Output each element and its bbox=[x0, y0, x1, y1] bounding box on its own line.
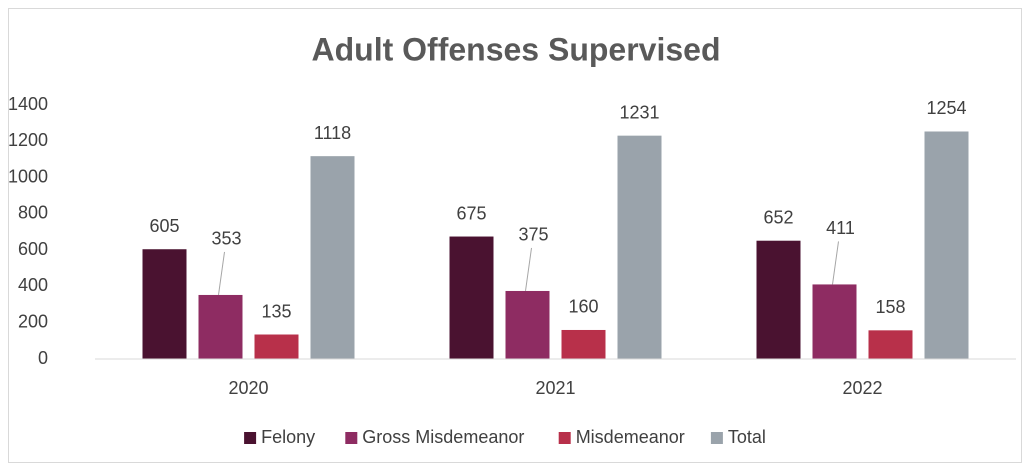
chart-frame bbox=[8, 8, 1022, 463]
data-label: 411 bbox=[826, 218, 855, 238]
legend-swatch bbox=[558, 432, 571, 444]
leader-line bbox=[218, 251, 225, 296]
bar bbox=[617, 135, 662, 359]
data-label: 1118 bbox=[314, 123, 351, 143]
y-tick-label: 400 bbox=[18, 275, 48, 295]
legend-label: Total bbox=[728, 427, 766, 447]
bar bbox=[924, 131, 969, 359]
bar bbox=[561, 329, 606, 359]
leader-line bbox=[525, 247, 532, 292]
legend-label: Gross Misdemeanor bbox=[362, 427, 524, 447]
bar bbox=[756, 240, 801, 359]
legend-label: Misdemeanor bbox=[576, 427, 685, 447]
bar bbox=[449, 236, 494, 359]
data-label: 375 bbox=[518, 225, 548, 245]
x-tick-label: 2021 bbox=[535, 378, 575, 398]
x-tick-label: 2022 bbox=[842, 378, 882, 398]
bar bbox=[868, 330, 913, 359]
data-label: 160 bbox=[568, 297, 598, 317]
legend-swatch bbox=[345, 432, 358, 444]
y-tick-label: 200 bbox=[18, 311, 48, 331]
data-label: 135 bbox=[261, 301, 291, 321]
legend-label: Felony bbox=[261, 427, 315, 447]
data-label: 353 bbox=[211, 229, 241, 249]
y-tick-label: 1200 bbox=[8, 130, 48, 150]
bar bbox=[310, 156, 355, 359]
leader-line bbox=[832, 241, 839, 285]
chart-title: Adult Offenses Supervised bbox=[312, 31, 721, 67]
x-tick-label: 2020 bbox=[228, 378, 268, 398]
data-label: 158 bbox=[875, 297, 905, 317]
y-tick-label: 1400 bbox=[8, 94, 48, 114]
bar bbox=[812, 284, 857, 359]
data-label: 1254 bbox=[926, 98, 966, 118]
bar bbox=[198, 294, 243, 359]
legend-swatch bbox=[244, 432, 257, 444]
legend-swatch bbox=[710, 432, 723, 444]
bar bbox=[505, 290, 550, 359]
data-label: 652 bbox=[763, 207, 793, 227]
y-tick-label: 1000 bbox=[8, 166, 48, 186]
y-tick-label: 800 bbox=[18, 203, 48, 223]
bar bbox=[142, 249, 187, 359]
y-tick-label: 0 bbox=[38, 348, 48, 368]
data-label: 1231 bbox=[619, 102, 659, 122]
data-label: 675 bbox=[456, 203, 486, 223]
bar bbox=[254, 334, 299, 359]
data-label: 605 bbox=[149, 216, 179, 236]
y-tick-label: 600 bbox=[18, 239, 48, 259]
